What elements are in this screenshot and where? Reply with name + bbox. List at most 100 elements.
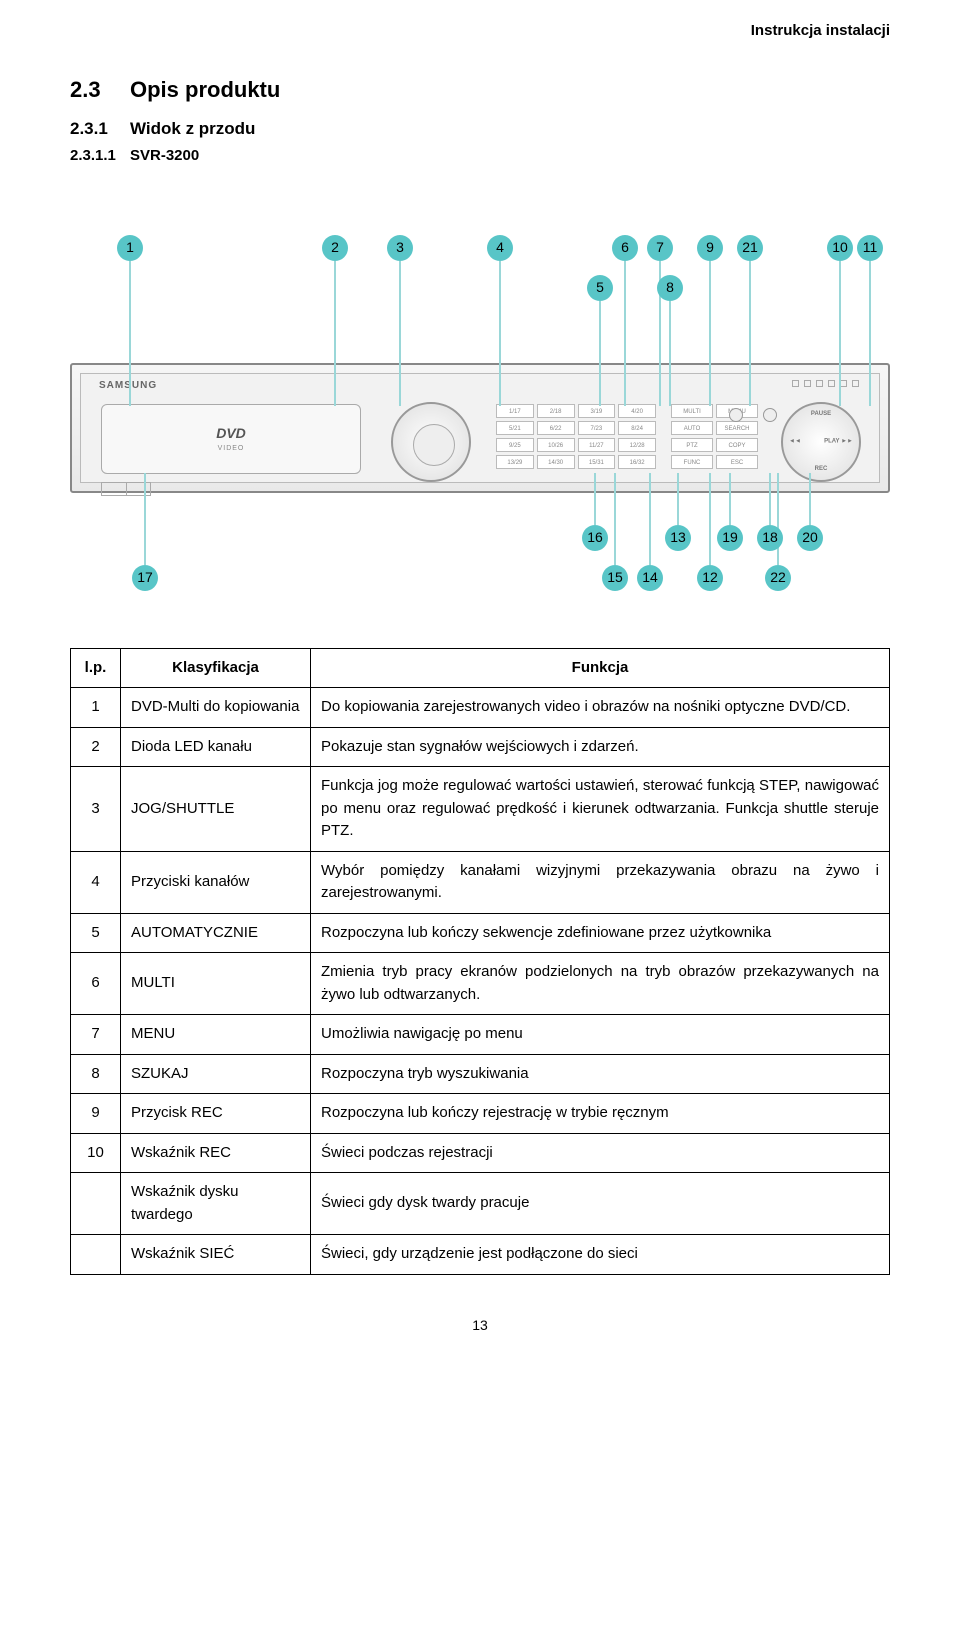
table-row: Wskaźnik dysku twardegoŚwieci gdy dysk t… — [71, 1173, 890, 1235]
dpad-right: PLAY ►► — [824, 437, 853, 446]
table-row: 6MULTIZmienia tryb pracy ekranów podziel… — [71, 953, 890, 1015]
function-button: MULTI — [671, 404, 713, 418]
cell-name: SZUKAJ — [121, 1054, 311, 1094]
callout-label: 5 — [587, 275, 613, 301]
cell-description: Do kopiowania zarejestrowanych video i o… — [311, 688, 890, 728]
table-row: 9Przycisk RECRozpoczyna lub kończy rejes… — [71, 1094, 890, 1134]
callout-label: 17 — [132, 565, 158, 591]
playback-dpad: PAUSE REC ◄◄ PLAY ►► — [781, 402, 861, 482]
cell-description: Świeci podczas rejestracji — [311, 1133, 890, 1173]
subsubsection-heading: 2.3.1.1SVR-3200 — [70, 145, 890, 168]
cell-number: 6 — [71, 953, 121, 1015]
feature-table: l.p. Klasyfikacja Funkcja 1DVD-Multi do … — [70, 648, 890, 1275]
callout-lead — [709, 261, 711, 406]
indicator-led-strip — [792, 380, 859, 387]
callout-lead — [614, 473, 616, 565]
channel-led — [416, 378, 425, 387]
function-button: COPY — [716, 438, 758, 452]
function-button: AUTO — [671, 421, 713, 435]
table-row: Wskaźnik SIEĆŚwieci, gdy urządzenie jest… — [71, 1235, 890, 1275]
callout-label: 3 — [387, 235, 413, 261]
channel-led — [641, 378, 650, 387]
keypad-button: 9/25 — [496, 438, 534, 452]
page-header: Instrukcja instalacji — [70, 20, 890, 43]
channel-led — [716, 378, 725, 387]
cell-name: Wskaźnik dysku twardego — [121, 1173, 311, 1235]
channel-led — [371, 378, 380, 387]
cell-description: Rozpoczyna lub kończy sekwencje zdefinio… — [311, 913, 890, 953]
table-header-row: l.p. Klasyfikacja Funkcja — [71, 648, 890, 688]
callout-lead — [649, 473, 651, 565]
channel-led — [461, 378, 470, 387]
callout-label: 9 — [697, 235, 723, 261]
keypad-button: 16/32 — [618, 455, 656, 469]
channel-led — [311, 378, 320, 387]
callout-label: 2 — [322, 235, 348, 261]
callout-label: 18 — [757, 525, 783, 551]
dvd-label: DVD — [216, 423, 246, 444]
subsection-heading: 2.3.1Widok z przodu — [70, 116, 890, 142]
callout-lead — [624, 261, 626, 406]
table-row: 10Wskaźnik RECŚwieci podczas rejestracji — [71, 1133, 890, 1173]
callout-lead — [334, 261, 336, 406]
cell-name: MULTI — [121, 953, 311, 1015]
keypad-button: 15/31 — [578, 455, 616, 469]
callout-lead — [729, 473, 731, 525]
subsub-num: 2.3.1.1 — [70, 145, 130, 168]
callout-label: 20 — [797, 525, 823, 551]
cell-description: Rozpoczyna lub kończy rejestrację w tryb… — [311, 1094, 890, 1134]
callout-lead — [669, 301, 671, 406]
callout-lead — [594, 473, 596, 525]
section-num: 2.3 — [70, 73, 130, 106]
cell-name: Przycisk REC — [121, 1094, 311, 1134]
cell-number: 8 — [71, 1054, 121, 1094]
cell-number: 7 — [71, 1015, 121, 1055]
callout-lead — [129, 261, 131, 406]
channel-keypad: 1/172/183/194/205/216/227/238/249/2510/2… — [496, 404, 656, 469]
cell-name: Dioda LED kanału — [121, 727, 311, 767]
channel-led — [476, 378, 485, 387]
keypad-button: 10/26 — [537, 438, 575, 452]
callout-lead — [777, 473, 779, 565]
callout-lead — [869, 261, 871, 406]
channel-led — [506, 378, 515, 387]
table-row: 5AUTOMATYCZNIERozpoczyna lub kończy sekw… — [71, 913, 890, 953]
channel-led — [356, 378, 365, 387]
channel-led — [341, 378, 350, 387]
callout-label: 19 — [717, 525, 743, 551]
cell-name: Przyciski kanałów — [121, 851, 311, 913]
callout-lead — [749, 261, 751, 406]
section-heading: 2.3Opis produktu — [70, 73, 890, 106]
cell-description: Świeci gdy dysk twardy pracuje — [311, 1173, 890, 1235]
round-button — [763, 408, 777, 422]
device-body: SAMSUNG DVD VIDEO 1/172/183/194/205/216/… — [70, 363, 890, 493]
channel-led — [536, 378, 545, 387]
cell-number: 3 — [71, 767, 121, 852]
cell-description: Pokazuje stan sygnałów wejściowych i zda… — [311, 727, 890, 767]
sub-num: 2.3.1 — [70, 116, 130, 142]
function-button: ESC — [716, 455, 758, 469]
callout-label: 22 — [765, 565, 791, 591]
dvd-tray: DVD VIDEO — [101, 404, 361, 474]
callout-label: 12 — [697, 565, 723, 591]
round-buttons — [729, 408, 777, 422]
channel-led — [386, 378, 395, 387]
cell-name: Wskaźnik REC — [121, 1133, 311, 1173]
cell-description: Funkcja jog może regulować wartości usta… — [311, 767, 890, 852]
cell-name: DVD-Multi do kopiowania — [121, 688, 311, 728]
cell-number: 10 — [71, 1133, 121, 1173]
keypad-button: 1/17 — [496, 404, 534, 418]
th-lp: l.p. — [71, 648, 121, 688]
page-number: 13 — [70, 1315, 890, 1336]
table-row: 3JOG/SHUTTLEFunkcja jog może regulować w… — [71, 767, 890, 852]
keypad-button: 14/30 — [537, 455, 575, 469]
cell-number: 4 — [71, 851, 121, 913]
dvd-sublabel: VIDEO — [218, 444, 245, 455]
keypad-button: 2/18 — [537, 404, 575, 418]
channel-led — [551, 378, 560, 387]
callout-lead — [809, 473, 811, 525]
channel-led — [446, 378, 455, 387]
callout-label: 8 — [657, 275, 683, 301]
th-funk: Funkcja — [311, 648, 890, 688]
cell-number: 1 — [71, 688, 121, 728]
